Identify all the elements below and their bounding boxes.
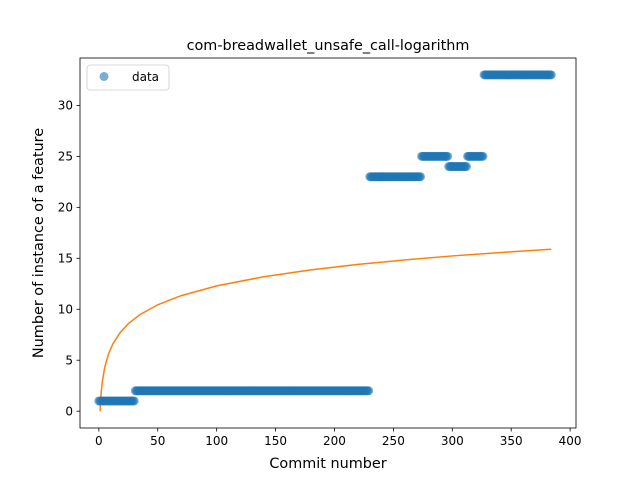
chart-title: com-breadwallet_unsafe_call-logarithm xyxy=(187,38,470,54)
legend-marker-data xyxy=(99,72,109,81)
x-tick-label: 150 xyxy=(264,434,287,448)
x-tick-label: 250 xyxy=(382,434,405,448)
y-ticks-layer: 0 5 10 15 20 25 30 xyxy=(58,99,80,418)
fit-line-layer xyxy=(99,248,552,412)
legend-label-data: data xyxy=(132,70,159,84)
data-point xyxy=(129,396,139,406)
data-point xyxy=(364,386,374,396)
fit-line xyxy=(99,248,552,412)
x-tick-label: 200 xyxy=(323,434,346,448)
x-axis-label: Commit number xyxy=(269,456,386,472)
y-tick-label: 10 xyxy=(58,303,73,317)
y-tick-label: 0 xyxy=(65,404,73,418)
x-tick-label: 300 xyxy=(441,434,464,448)
data-point xyxy=(546,70,556,80)
data-point xyxy=(478,151,488,161)
plot-frame xyxy=(79,57,577,429)
y-tick-label: 5 xyxy=(65,354,73,368)
x-tick-label: 0 xyxy=(95,434,103,448)
y-tick-label: 20 xyxy=(58,201,73,215)
y-tick-label: 15 xyxy=(58,252,73,266)
y-tick-label: 25 xyxy=(58,150,73,164)
x-ticks-layer: 0 50 100 150 200 250 300 350 400 xyxy=(95,428,582,448)
x-tick-label: 400 xyxy=(559,434,582,448)
data-point xyxy=(461,162,471,172)
data-point xyxy=(415,172,425,182)
legend-box xyxy=(86,64,170,91)
x-tick-label: 350 xyxy=(500,434,523,448)
legend: data xyxy=(86,64,170,91)
data-point xyxy=(443,151,453,161)
data-points-layer xyxy=(94,70,556,406)
x-tick-label: 50 xyxy=(150,434,165,448)
plot-area xyxy=(80,58,576,428)
y-tick-label: 30 xyxy=(58,99,73,113)
y-axis-label: Number of instance of a feature xyxy=(31,128,47,358)
x-tick-label: 100 xyxy=(205,434,228,448)
